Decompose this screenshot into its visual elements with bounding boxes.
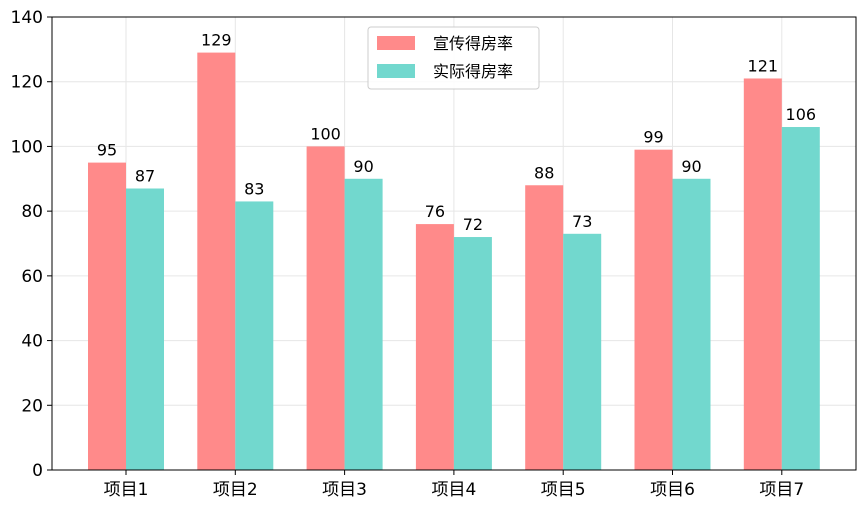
bar — [88, 162, 126, 470]
legend-label: 实际得房率 — [433, 62, 513, 81]
bar — [781, 127, 820, 470]
bar-value-label: 72 — [463, 215, 483, 234]
bar-value-label: 100 — [310, 124, 341, 143]
bar-value-label: 99 — [643, 128, 663, 147]
legend-label: 宣传得房率 — [433, 34, 513, 53]
bar-value-label: 76 — [425, 202, 445, 221]
bar-value-label: 73 — [572, 212, 592, 231]
bar-value-label: 90 — [353, 157, 373, 176]
x-tick-label: 项目2 — [213, 480, 258, 500]
bar — [743, 78, 782, 470]
bar-value-labels: 95 129 100 76 88 99 121 87 83 90 72 73 90 106 — [97, 31, 816, 234]
y-tick-label: 80 — [21, 202, 43, 222]
bar — [344, 178, 383, 471]
bar — [197, 52, 236, 470]
y-tick-label: 0 — [32, 461, 43, 481]
y-axis: 0 20 40 60 80 100 120 140 — [11, 8, 52, 481]
bar — [525, 185, 564, 470]
y-tick-label: 100 — [11, 137, 43, 157]
x-tick-label: 项目3 — [322, 480, 367, 500]
x-tick-label: 项目4 — [431, 480, 476, 500]
x-tick-label: 项目1 — [104, 480, 149, 500]
bar — [126, 188, 164, 470]
bar — [453, 237, 492, 470]
bar-value-label: 95 — [97, 141, 117, 160]
bar-value-label: 90 — [681, 157, 701, 176]
bar-value-label: 83 — [244, 179, 264, 198]
legend-swatch — [377, 64, 415, 78]
x-tick-label: 项目5 — [541, 480, 586, 500]
legend-swatch — [377, 36, 415, 50]
x-axis: 项目1 项目2 项目3 项目4 项目5 项目6 项目7 — [104, 470, 804, 500]
bar — [306, 146, 345, 470]
bar — [634, 149, 673, 470]
bar — [672, 178, 711, 471]
bar-value-label: 106 — [786, 105, 817, 124]
y-tick-label: 20 — [21, 396, 43, 416]
bar — [235, 201, 274, 470]
y-tick-label: 60 — [21, 267, 43, 287]
bar-value-label: 129 — [201, 31, 232, 50]
x-tick-label: 项目6 — [650, 480, 695, 500]
bar-value-label: 121 — [748, 56, 779, 75]
bar — [415, 224, 454, 470]
y-tick-label: 40 — [21, 332, 43, 352]
bars — [88, 52, 820, 471]
bar — [563, 233, 602, 470]
y-tick-label: 140 — [11, 8, 43, 28]
bar-value-label: 88 — [534, 163, 554, 182]
x-tick-label: 项目7 — [759, 480, 804, 500]
y-tick-label: 120 — [11, 73, 43, 93]
bar-value-label: 87 — [135, 166, 155, 185]
